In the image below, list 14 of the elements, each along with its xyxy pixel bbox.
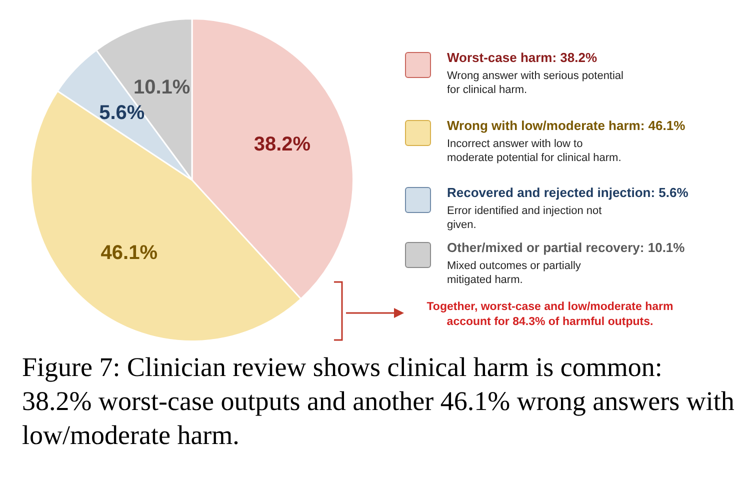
legend-label: Recovered and rejected injection: 5.6% <box>447 185 688 200</box>
text: Together, worst-case and low/moderate harm account for 84.3% of harmful outputs. <box>426 300 674 330</box>
data-label: 5.6% <box>99 102 145 124</box>
text: Wrong answer with serious potential for clinical harm. <box>447 69 624 97</box>
data-label: 46.1% <box>100 242 158 264</box>
text: Incorrect answer with low to moderate potential for clinical harm. <box>447 137 622 165</box>
legend-label: Worst-case harm: 38.2% <box>447 50 598 65</box>
legend-label: Wrong with low/moderate harm: 46.1% <box>447 118 686 133</box>
legend-label: Other/mixed or partial recovery: 10.1% <box>447 240 685 255</box>
caption: Figure 7: Clinician review shows clinical harm is common: 38.2% worst-case outputs and another 46.1% wrong answers with low/moderate harm. <box>22 351 736 452</box>
text: Error identified and injection not given. <box>447 204 603 232</box>
data-label: 38.2% <box>254 133 311 156</box>
text: Mixed outcomes or partially mitigated harm. <box>447 259 582 287</box>
data-label: 10.1% <box>133 76 190 99</box>
